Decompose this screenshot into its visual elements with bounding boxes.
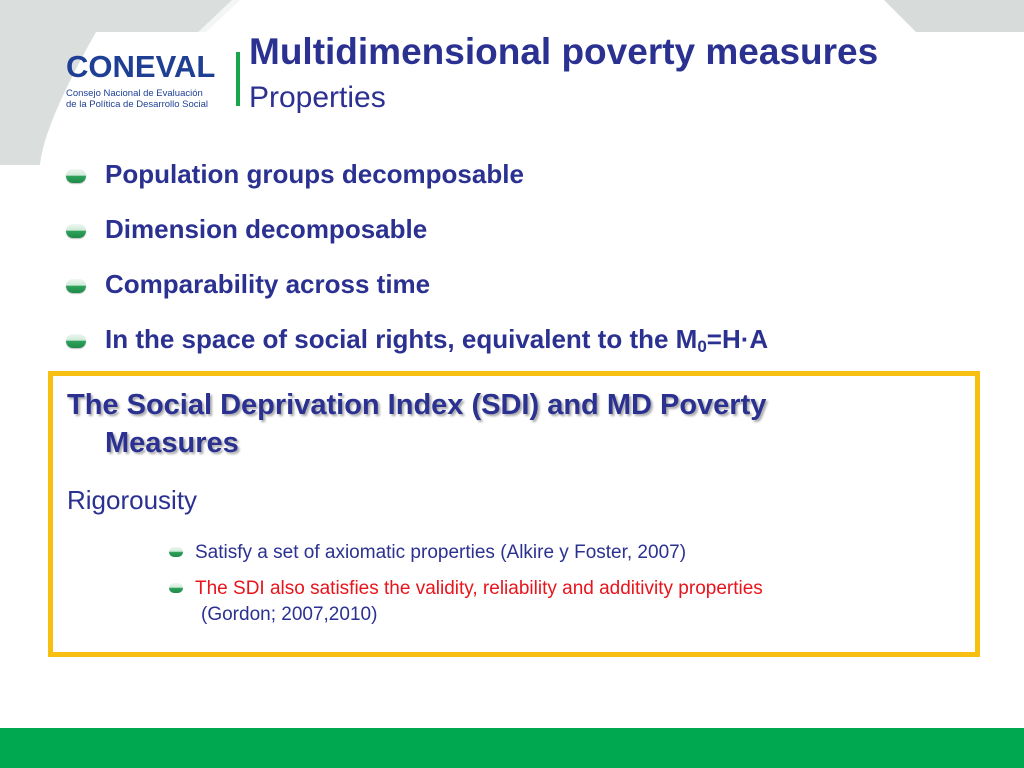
box-heading: The Social Deprivation Index (SDI) and M…	[67, 386, 947, 462]
bullet-text-formula: In the space of social rights, equivalen…	[105, 321, 768, 357]
bullet-icon	[169, 547, 183, 557]
title-divider	[236, 52, 240, 106]
logo-wordmark: CONEVAL	[66, 49, 216, 84]
logo-subtitle-line1: Consejo Nacional de Evaluación	[66, 88, 203, 99]
box-subheading: Rigorousity	[67, 485, 198, 515]
bullet-text: Dimension decomposable	[105, 214, 428, 244]
box-heading-line1: The Social Deprivation Index (SDI) and M…	[67, 389, 767, 421]
bullet-icon	[66, 279, 86, 293]
sdi-highlight-box: The Social Deprivation Index (SDI) and M…	[48, 371, 980, 657]
formula-text-after: =H·A	[706, 324, 769, 354]
footer-green-band	[0, 728, 1024, 768]
sub-bullet-text-highlight: The SDI also satisfies the validity, rel…	[195, 578, 763, 599]
formula-subscript: 0	[697, 337, 707, 356]
coneval-logo: CONEVAL Consejo Nacional de Evaluación d…	[62, 48, 222, 112]
sub-bullet-citation: (Gordon; 2007,2010)	[201, 604, 378, 625]
bullet-icon	[169, 583, 183, 593]
slide-title: Multidimensional poverty measures	[249, 31, 879, 72]
bullet-icon	[66, 334, 86, 348]
formula-text-before: In the space of social rights, equivalen…	[105, 324, 698, 354]
bullet-icon	[66, 224, 86, 238]
slide-subtitle: Properties	[249, 81, 386, 114]
logo-subtitle-line2: de la Política de Desarrollo Social	[66, 99, 209, 110]
bullet-text: Population groups decomposable	[105, 159, 524, 189]
sub-bullet-text: Satisfy a set of axiomatic properties (A…	[195, 542, 687, 563]
box-heading-line2: Measures	[105, 427, 239, 459]
bullet-text: Comparability across time	[105, 269, 431, 299]
bullet-icon	[66, 169, 86, 183]
